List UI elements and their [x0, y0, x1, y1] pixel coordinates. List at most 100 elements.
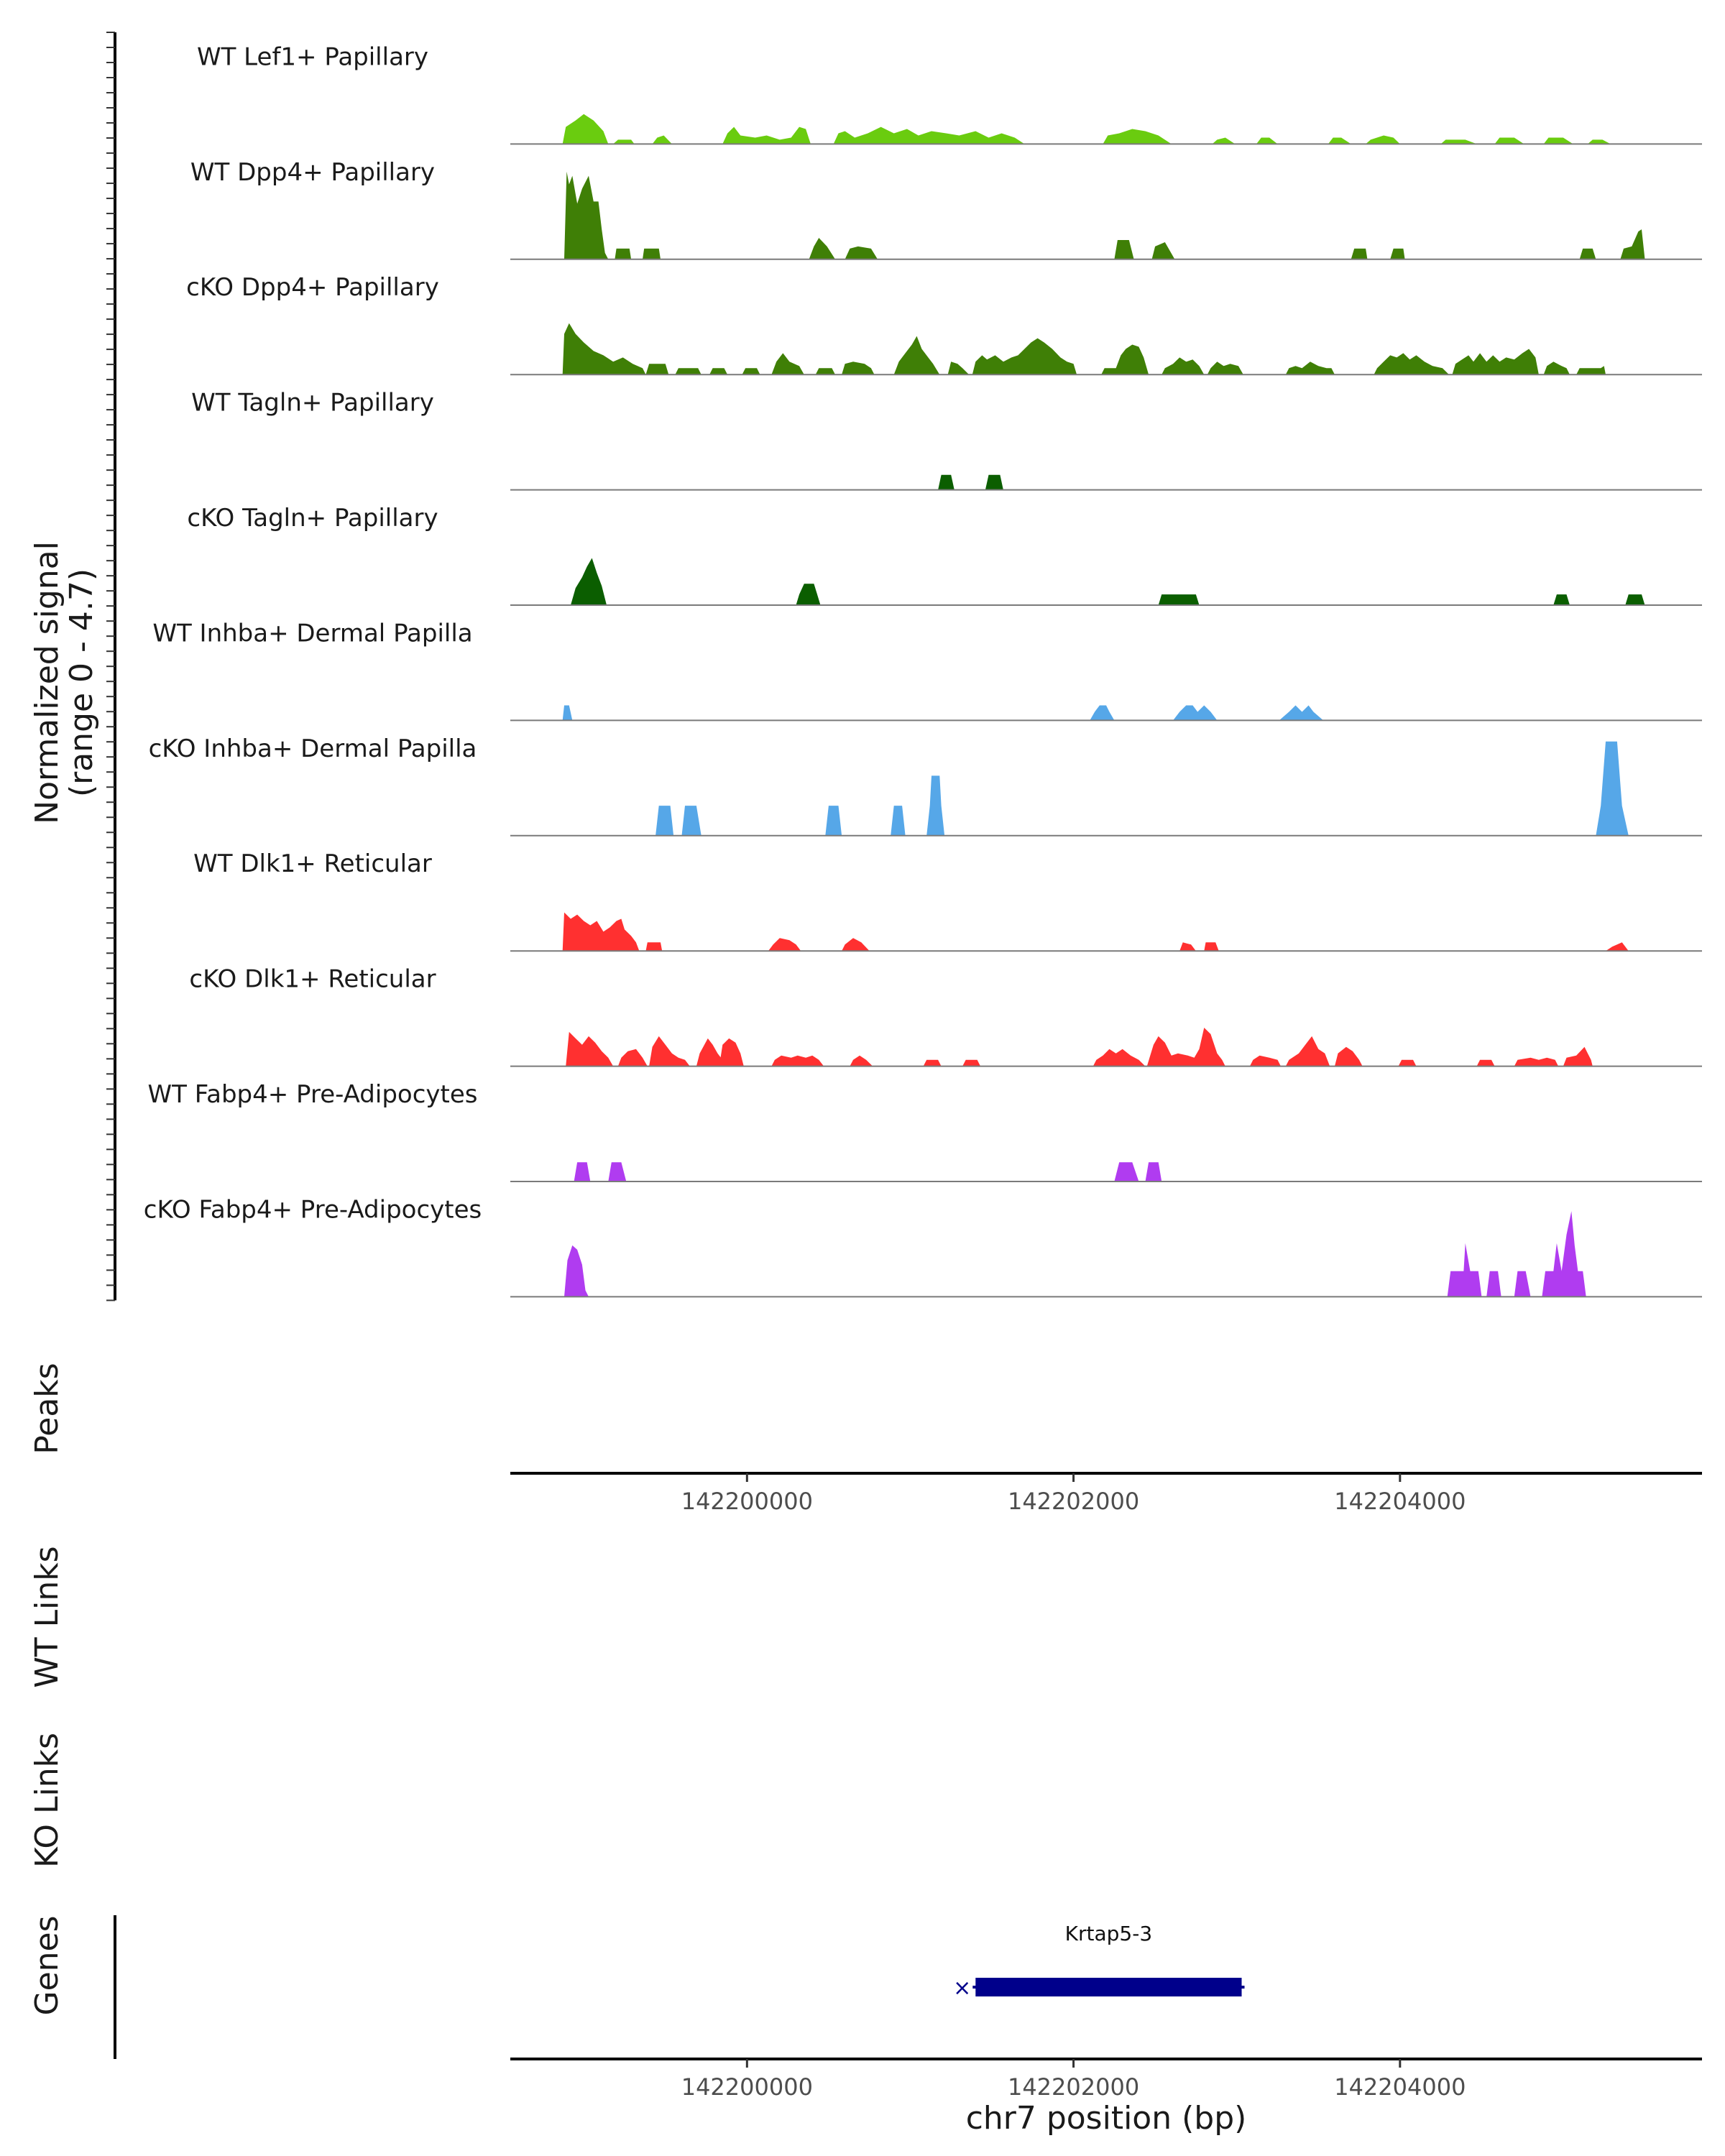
coverage-area [1390, 248, 1405, 259]
coverage-area [571, 558, 607, 605]
x-tick-label: 142202000 [1008, 2073, 1139, 2101]
coverage-track: cKO Tagln+ Papillary [187, 504, 1702, 606]
coverage-area [562, 912, 640, 952]
coverage-area [1179, 942, 1196, 952]
track-label: cKO Fabp4+ Pre-Adipocytes [144, 1195, 482, 1224]
coverage-area [1335, 1046, 1363, 1067]
coverage-area [1620, 229, 1645, 259]
coverage-area [564, 1245, 589, 1297]
signal-y-axis [106, 32, 116, 1302]
coverage-area [842, 361, 875, 375]
coverage-area [771, 353, 804, 375]
coverage-area [562, 705, 573, 721]
coverage-track: cKO Fabp4+ Pre-Adipocytes [144, 1195, 1702, 1298]
coverage-area [1212, 137, 1236, 144]
coverage-area [564, 171, 609, 259]
coverage-area [1207, 361, 1243, 375]
coverage-area [709, 368, 728, 375]
coverage-area [645, 942, 663, 952]
coverage-area [1553, 594, 1570, 605]
coverage-area [696, 1038, 726, 1067]
coverage-area [1543, 137, 1573, 144]
x-axis-title: chr7 position (bp) [966, 2100, 1247, 2137]
coverage-area [1162, 357, 1205, 375]
coverage-track: WT Lef1+ Papillary [197, 42, 1702, 145]
coverage-area [1285, 361, 1335, 375]
coverage-area [643, 248, 661, 259]
track-label: cKO Dlk1+ Reticular [189, 965, 436, 994]
coverage-area [562, 114, 609, 144]
coverage-area [771, 1055, 824, 1067]
coverage-area [845, 246, 878, 259]
coverage-track: WT Fabp4+ Pre-Adipocytes [148, 1080, 1702, 1182]
coverage-track: cKO Inhba+ Dermal Papilla [149, 734, 1702, 837]
coverage-area [825, 806, 842, 836]
coverage-area [574, 1162, 591, 1181]
wt-links-track-label: WT Links [29, 1546, 65, 1687]
coverage-area [1101, 344, 1149, 375]
coverage-area [1366, 135, 1400, 144]
coverage-area [613, 139, 635, 144]
ko-links-track-label: KO Links [29, 1733, 65, 1868]
coverage-area [809, 238, 835, 259]
coverage-area [649, 1036, 690, 1067]
coverage-area [1151, 242, 1175, 259]
gene-strand-marker: × [953, 1976, 971, 2001]
coverage-area [1146, 1028, 1225, 1067]
coverage-area [1279, 705, 1324, 721]
coverage-area [1563, 1046, 1593, 1067]
track-label: cKO Dpp4+ Papillary [186, 273, 439, 302]
x-tick-label: 142200000 [681, 2073, 813, 2101]
coverage-area [1476, 1059, 1495, 1067]
coverage-area [656, 806, 674, 836]
coverage-area [1249, 1055, 1281, 1067]
coverage-area [972, 338, 1077, 375]
coverage-area [1486, 1271, 1501, 1297]
coverage-area [891, 806, 906, 836]
coverage-area [1114, 240, 1134, 259]
peaks-track-label: Peaks [29, 1363, 65, 1454]
coverage-area [1440, 139, 1477, 144]
coverage-area [850, 1055, 873, 1067]
coverage-area [1158, 594, 1200, 605]
coverage-area [1398, 1059, 1417, 1067]
genes-track-label: Genes [29, 1915, 65, 2015]
coverage-tracks: WT Lef1+ Papillary WT Dpp4+ Papillary cKO … [144, 42, 1702, 1298]
coverage-area [923, 1059, 942, 1067]
gene-exon [975, 1978, 1242, 1996]
coverage-area [652, 135, 672, 144]
coverage-area [722, 126, 811, 144]
coverage-area [1447, 1243, 1482, 1297]
coverage-area [1328, 137, 1351, 144]
coverage-track: WT Dpp4+ Papillary [190, 158, 1702, 260]
track-label: WT Inhba+ Dermal Papilla [152, 619, 472, 648]
coverage-area [608, 1162, 627, 1181]
coverage-area [1103, 129, 1172, 144]
coverage-track: WT Dlk1+ Reticular [193, 849, 1702, 952]
coverage-area [615, 248, 632, 259]
coverage-area [947, 361, 970, 375]
coverage-area [1542, 1211, 1586, 1297]
coverage-area [681, 806, 702, 836]
coverage-area [1285, 1036, 1330, 1067]
x-tick-label: 142202000 [1008, 1488, 1139, 1515]
coverage-area [1351, 248, 1368, 259]
x-tick-label: 142204000 [1334, 2073, 1466, 2101]
coverage-track: cKO Dpp4+ Papillary [186, 273, 1702, 376]
coverage-area [742, 368, 760, 375]
coverage-area [1543, 361, 1570, 375]
coverage-area [1090, 705, 1115, 721]
track-label: WT Lef1+ Papillary [197, 42, 428, 71]
coverage-track: cKO Dlk1+ Reticular [189, 965, 1702, 1067]
track-label: WT Dlk1+ Reticular [193, 849, 432, 878]
coverage-area [1576, 366, 1606, 375]
coverage-track: WT Tagln+ Papillary [191, 389, 1702, 491]
x-tick-label: 142204000 [1334, 1488, 1466, 1515]
coverage-area [1588, 139, 1611, 144]
coverage-track: WT Inhba+ Dermal Papilla [152, 619, 1702, 722]
track-label: WT Dpp4+ Papillary [190, 158, 435, 187]
coverage-area [1596, 741, 1629, 836]
coverage-area [1606, 942, 1629, 952]
coverage-area [926, 775, 945, 836]
coverage-area [768, 938, 801, 952]
